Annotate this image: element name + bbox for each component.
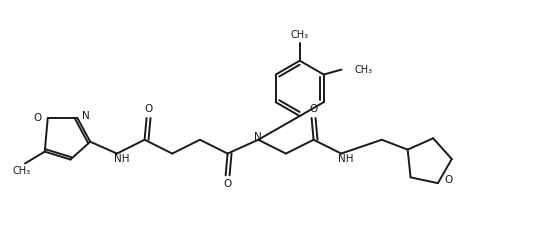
Text: N: N bbox=[82, 111, 90, 121]
Text: O: O bbox=[310, 104, 317, 114]
Text: O: O bbox=[144, 104, 153, 114]
Text: N: N bbox=[254, 132, 262, 142]
Text: CH₃: CH₃ bbox=[291, 30, 309, 40]
Text: NH: NH bbox=[339, 153, 354, 164]
Text: NH: NH bbox=[114, 153, 130, 164]
Text: CH₃: CH₃ bbox=[13, 166, 31, 176]
Text: O: O bbox=[224, 179, 232, 189]
Text: O: O bbox=[33, 113, 42, 123]
Text: CH₃: CH₃ bbox=[354, 65, 372, 75]
Text: O: O bbox=[445, 175, 453, 185]
